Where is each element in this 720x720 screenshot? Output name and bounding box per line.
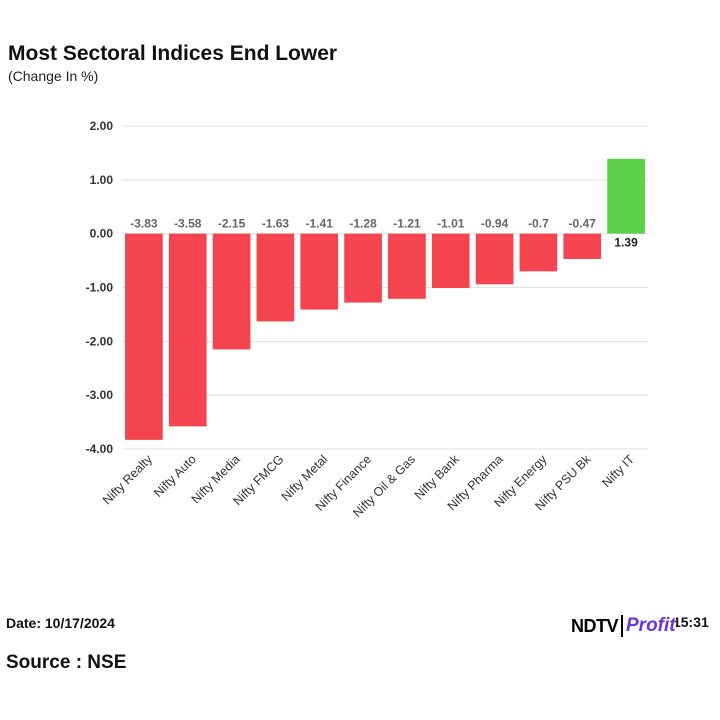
data-labels: -3.83 -3.58 -2.15 -1.63 -1.41 -1.28 -1.21 -1.01… bbox=[130, 217, 638, 250]
bar bbox=[431, 233, 470, 289]
logo-product: Profit bbox=[626, 615, 676, 636]
x-tick-label: Nifty IT bbox=[599, 452, 637, 490]
data-label: -0.94 bbox=[481, 217, 509, 231]
bar bbox=[388, 233, 426, 299]
data-label: -3.58 bbox=[174, 217, 202, 231]
bar bbox=[168, 233, 207, 427]
grid-lines bbox=[122, 125, 648, 450]
bar bbox=[256, 233, 295, 322]
data-label: -1.41 bbox=[306, 217, 334, 231]
y-tick-label: 2.00 bbox=[90, 119, 114, 133]
y-tick-label: 0.00 bbox=[90, 227, 114, 241]
ndtv-profit-logo: NDTV Profit bbox=[571, 613, 676, 639]
data-label: -1.63 bbox=[262, 217, 290, 231]
bar-chart: 2.001.000.00-1.00-2.00-3.00-4.00 -3.83 -3… bbox=[86, 119, 648, 520]
y-tick-label: -2.00 bbox=[86, 334, 114, 348]
bar bbox=[475, 233, 514, 285]
chart-subtitle: (Change In %) bbox=[8, 68, 99, 84]
data-label: -1.01 bbox=[437, 217, 465, 231]
bar bbox=[300, 233, 339, 310]
bar bbox=[607, 158, 645, 234]
data-label: -3.83 bbox=[130, 217, 158, 231]
data-label: -0.7 bbox=[528, 217, 549, 231]
y-tick-label: 1.00 bbox=[90, 173, 114, 187]
data-label: -1.28 bbox=[349, 217, 377, 231]
data-label: 1.39 bbox=[614, 236, 638, 250]
data-label: -0.47 bbox=[569, 217, 597, 231]
data-label: -1.21 bbox=[393, 217, 421, 231]
x-tick-label: Nifty Realty bbox=[100, 452, 156, 508]
chart-title: Most Sectoral Indices End Lower bbox=[8, 42, 338, 65]
bar bbox=[125, 233, 163, 440]
y-tick-label: -4.00 bbox=[86, 442, 114, 456]
footer-source: Source : NSE bbox=[6, 652, 127, 673]
bar bbox=[212, 233, 251, 350]
y-axis-ticks: 2.00 1.00 0.00 -1.00 -2.00 -3.00 -4.00 bbox=[86, 119, 114, 456]
logo-brand: NDTV bbox=[571, 615, 619, 636]
bar bbox=[563, 233, 602, 259]
data-label: -2.15 bbox=[218, 217, 246, 231]
y-tick-label: -3.00 bbox=[86, 388, 114, 402]
y-tick-label: -1.00 bbox=[86, 281, 114, 295]
bars bbox=[125, 158, 645, 440]
footer-date: Date: 10/17/2024 bbox=[6, 615, 115, 631]
logo-separator bbox=[621, 615, 623, 637]
bar bbox=[344, 233, 382, 303]
bar bbox=[519, 233, 558, 272]
